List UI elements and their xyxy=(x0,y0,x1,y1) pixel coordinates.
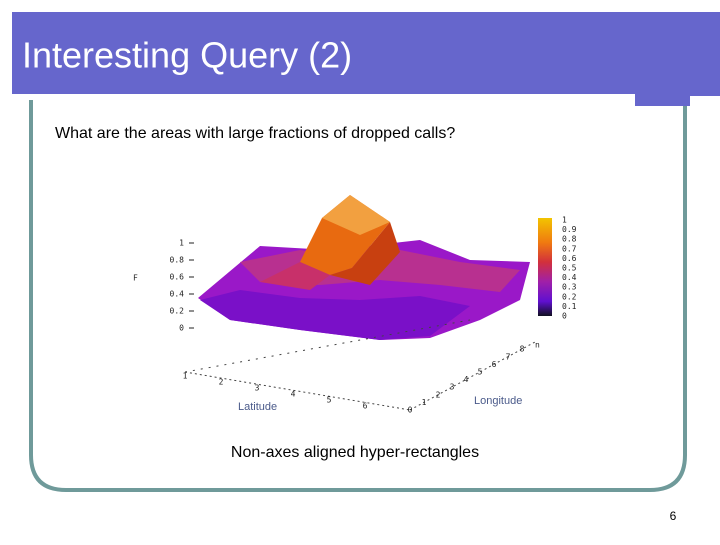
z-tick-label: 0.6 xyxy=(170,273,185,282)
z-tick-label: 0.2 xyxy=(170,307,185,316)
y-tick-label: 4 xyxy=(464,375,469,384)
y-tick-label: 6 xyxy=(492,360,497,369)
colorbar-tick-label: 0.7 xyxy=(562,244,577,253)
y-tick-label: 2 xyxy=(436,390,441,399)
y-axis xyxy=(409,341,536,411)
z-axis-label: F xyxy=(133,274,138,283)
colorbar-tick-label: 0.8 xyxy=(562,235,577,244)
y-axis-label: Longitude xyxy=(474,395,522,407)
x-tick-label: 2 xyxy=(219,378,224,387)
colorbar-tick-label: 0.1 xyxy=(562,302,577,311)
frame xyxy=(29,100,687,492)
colorbar xyxy=(538,218,552,316)
x-tick-label: 3 xyxy=(255,384,260,393)
y-tick-label: 7 xyxy=(506,352,511,361)
colorbar-tick-label: 0.2 xyxy=(562,292,577,301)
z-tick-label: 1 xyxy=(179,239,184,248)
colorbar-tick-label: 0.4 xyxy=(562,273,577,282)
header-rule xyxy=(12,94,635,97)
x-axis xyxy=(184,371,411,411)
z-tick-label: 0.8 xyxy=(170,256,185,265)
x-axis-label: Latitude xyxy=(238,401,277,413)
colorbar-tick-label: 0.6 xyxy=(562,254,577,263)
y-tick-label: 0 xyxy=(408,406,413,415)
header-band xyxy=(12,12,720,96)
colorbar-tick-label: 1 xyxy=(562,216,567,225)
colorbar-tick-label: 0 xyxy=(562,312,567,321)
z-tick-label: 0.4 xyxy=(170,290,185,299)
slide-title: Interesting Query (2) xyxy=(22,35,352,76)
x-tick-label: 6 xyxy=(363,402,368,411)
x-tick-label: 4 xyxy=(291,390,296,399)
colorbar-tick-label: 0.3 xyxy=(562,283,577,292)
y-tick-label: 8 xyxy=(520,345,525,354)
surface xyxy=(198,195,530,340)
x-tick-label: 1 xyxy=(183,372,188,381)
caption: Non-axes aligned hyper-rectangles xyxy=(231,444,479,461)
question: What are the areas with large fractions … xyxy=(55,125,455,142)
x-tick-label: 5 xyxy=(327,396,332,405)
page-number: 6 xyxy=(670,509,677,523)
y-tick-label: 5 xyxy=(478,368,483,377)
y-tick-label: 3 xyxy=(450,383,455,392)
colorbar-tick-label: 0.9 xyxy=(562,225,577,234)
y-tick-label: 1 xyxy=(422,398,427,407)
colorbar-tick-label: 0.5 xyxy=(562,264,577,273)
z-tick-label: 0 xyxy=(179,324,184,333)
header-tab xyxy=(635,90,690,106)
back-axis xyxy=(184,319,471,373)
corner-label: n xyxy=(535,341,540,350)
